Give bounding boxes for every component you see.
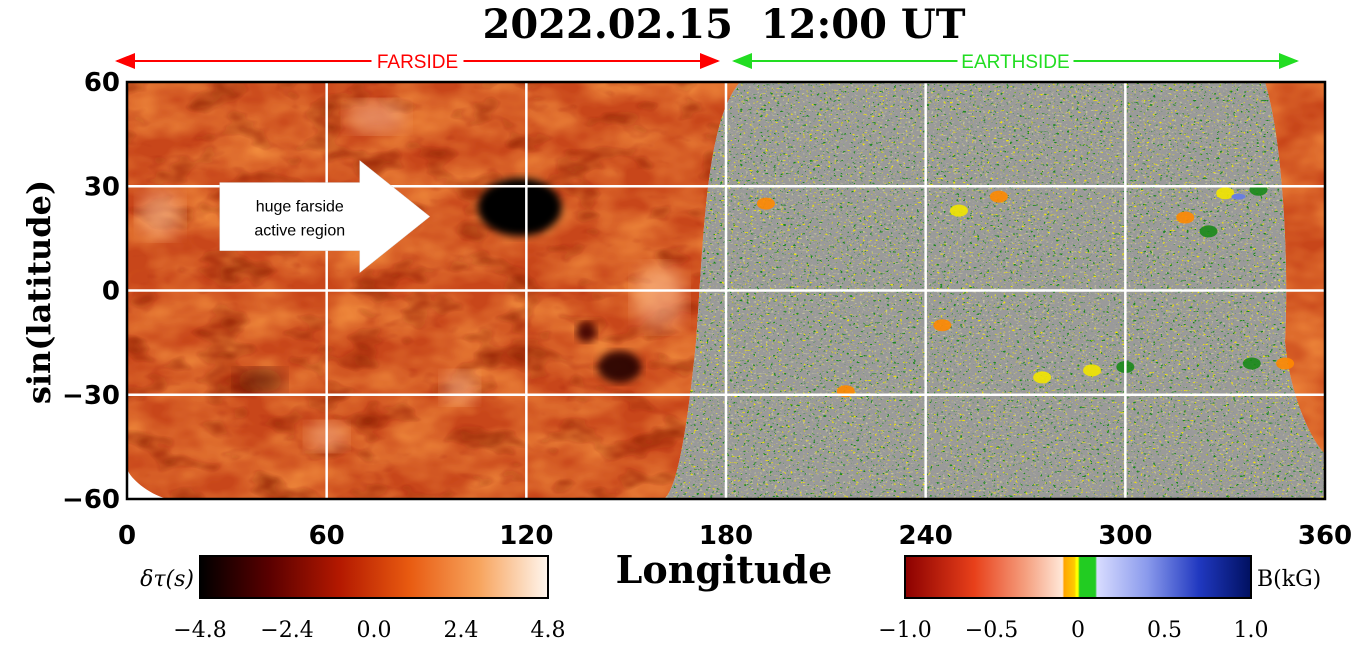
y-tick-label: 30 [84,172,120,202]
y-tick-label: −60 [62,485,120,515]
colorbar-tick-label: 4.8 [531,618,566,643]
colorbar-bfield-gradient [904,555,1252,599]
colorbar-tick-label: 0.5 [1147,618,1182,643]
y-axis-label: sin(latitude) [20,180,58,404]
colorbar-bfield-label: B(kG) [1257,567,1321,592]
colorbar-dtau: δτ(s) −4.8 −2.4 0.0 2.4 4.8 [140,555,566,643]
colorbar-dtau-label: δτ(s) [140,567,194,592]
y-axis-ticks: 60 30 0 −30 −60 [62,68,120,515]
plot-frame [125,80,1327,501]
x-axis-ticks: 0 60 120 180 240 300 360 [118,521,1352,551]
x-tick-label: 120 [499,521,553,551]
colorbar-tick-label: 1.0 [1234,618,1269,643]
y-tick-label: 60 [84,68,120,98]
colorbar-tick-label: 0.0 [357,618,392,643]
y-tick-label: −30 [62,381,120,411]
active-region [477,178,562,237]
earthside-banner: EARTHSIDE [732,51,1299,73]
annotation-line-2: active region [254,223,345,240]
colorbar-tick-label: −4.8 [173,618,226,643]
x-tick-label: 360 [1298,521,1352,551]
farside-banner: FARSIDE [115,51,720,73]
colorbar-tick-label: 0 [1071,618,1085,643]
annotation-line-1: huge farside [256,199,344,216]
colorbar-dtau-ticks: −4.8 −2.4 0.0 2.4 4.8 [173,618,565,643]
earthside-label: EARTHSIDE [961,52,1069,73]
x-tick-label: 240 [899,521,953,551]
farside-label: FARSIDE [377,52,458,73]
colorbar-tick-label: −2.4 [260,618,313,643]
x-tick-label: 60 [309,521,345,551]
colorbar-tick-label: −0.5 [965,618,1018,643]
colorbar-dtau-gradient [199,555,549,599]
x-tick-label: 180 [699,521,753,551]
colorbar-bfield: B(kG) −1.0 −0.5 0 0.5 1.0 [878,555,1321,643]
y-tick-label: 0 [102,277,120,307]
colorbar-tick-label: −1.0 [878,618,931,643]
x-tick-label: 0 [118,521,136,551]
colorbar-bfield-ticks: −1.0 −0.5 0 0.5 1.0 [878,618,1268,643]
chart-title: 2022.02.15 12:00 UT [482,1,965,48]
colorbar-tick-label: 2.4 [444,618,479,643]
x-axis-label: Longitude [616,547,833,592]
farside-annotation: huge farside active region [219,160,431,274]
x-tick-label: 300 [1098,521,1152,551]
annotation-arrow-icon [219,160,431,274]
